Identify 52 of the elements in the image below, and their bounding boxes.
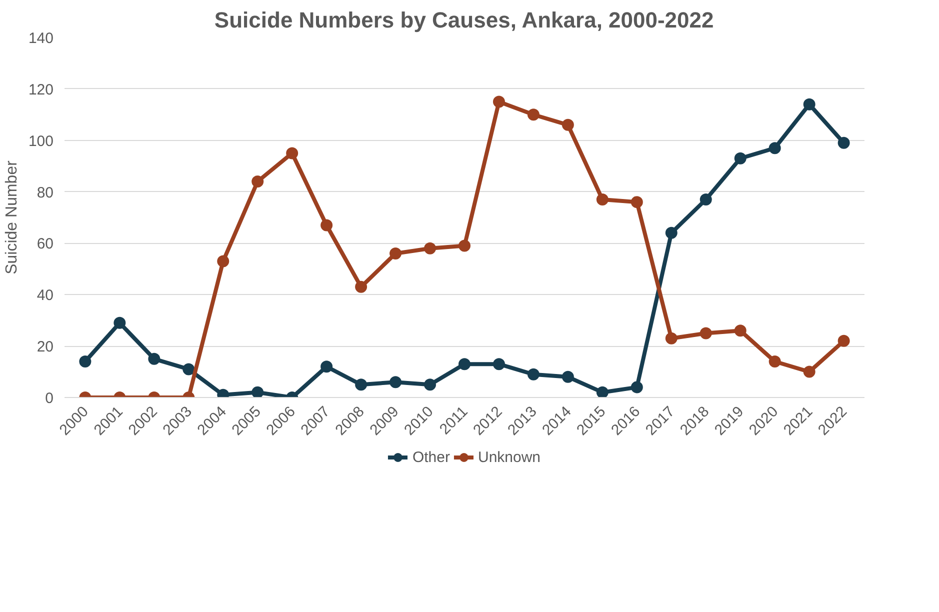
point <box>252 386 264 398</box>
point <box>768 356 781 368</box>
point <box>217 255 230 268</box>
y-tick-label: 40 <box>36 287 54 304</box>
point <box>355 378 368 391</box>
point <box>355 280 368 293</box>
point <box>838 334 850 347</box>
point <box>700 327 712 340</box>
point <box>424 378 436 391</box>
legend-label: Unknown <box>478 448 541 466</box>
point <box>734 152 746 164</box>
point <box>838 136 850 149</box>
y-tick-label: 80 <box>36 184 54 202</box>
y-tick-label: 60 <box>36 236 54 253</box>
chart-title: Suicide Numbers by Causes, Ankara, 2000-2022 <box>214 8 714 32</box>
point <box>252 176 264 188</box>
point <box>768 142 781 154</box>
y-tick-label: 140 <box>28 30 54 47</box>
point <box>286 147 298 160</box>
point <box>424 242 436 254</box>
y-tick-label: 100 <box>28 132 54 150</box>
point <box>803 366 816 378</box>
point <box>630 196 643 208</box>
point <box>390 248 402 260</box>
point <box>320 360 333 373</box>
point <box>596 194 608 206</box>
point <box>458 240 470 252</box>
point <box>803 98 816 110</box>
legend-label: Other <box>412 448 450 466</box>
y-tick-label: 120 <box>28 81 54 98</box>
point <box>527 108 540 121</box>
point <box>562 370 574 383</box>
point <box>596 386 608 398</box>
point <box>458 358 470 370</box>
point <box>320 219 333 232</box>
point <box>79 356 92 368</box>
y-tick-label: 20 <box>36 338 54 356</box>
point <box>148 352 160 365</box>
point <box>182 363 195 376</box>
point <box>665 332 678 344</box>
point <box>665 226 678 239</box>
point <box>734 324 746 337</box>
point <box>492 96 505 108</box>
y-axis-title: Suicide Number <box>3 160 20 274</box>
point <box>700 194 712 206</box>
y-tick-label: 0 <box>45 390 54 407</box>
point <box>562 118 574 131</box>
point <box>390 376 402 388</box>
point <box>527 368 540 380</box>
point <box>492 358 505 370</box>
point <box>630 381 643 394</box>
point <box>114 316 126 329</box>
